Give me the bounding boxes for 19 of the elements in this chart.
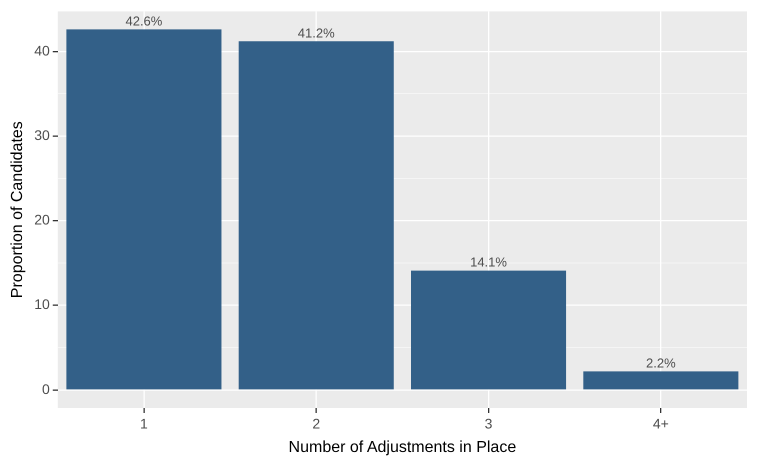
bar	[583, 371, 738, 390]
x-tick-label: 4+	[652, 415, 669, 432]
data-label: 42.6%	[125, 14, 163, 29]
x-tick-label: 2	[312, 415, 320, 432]
y-tick-label: 40	[34, 42, 50, 58]
x-tick-label: 3	[484, 415, 493, 432]
bar	[411, 270, 566, 390]
data-label: 2.2%	[646, 355, 676, 370]
data-label: 41.2%	[298, 25, 336, 40]
y-tick-label: 0	[42, 380, 50, 397]
y-tick-label: 10	[34, 296, 50, 312]
bar	[238, 41, 394, 390]
bar	[66, 29, 222, 390]
data-label: 14.1%	[470, 254, 508, 270]
y-tick-label: 20	[34, 212, 50, 228]
y-tick-label: 30	[34, 126, 50, 143]
x-axis-title: Number of Adjustments in Place	[288, 438, 516, 456]
x-tick-label: 1	[140, 415, 148, 432]
y-axis-title: Proportion of Candidates	[9, 121, 26, 298]
